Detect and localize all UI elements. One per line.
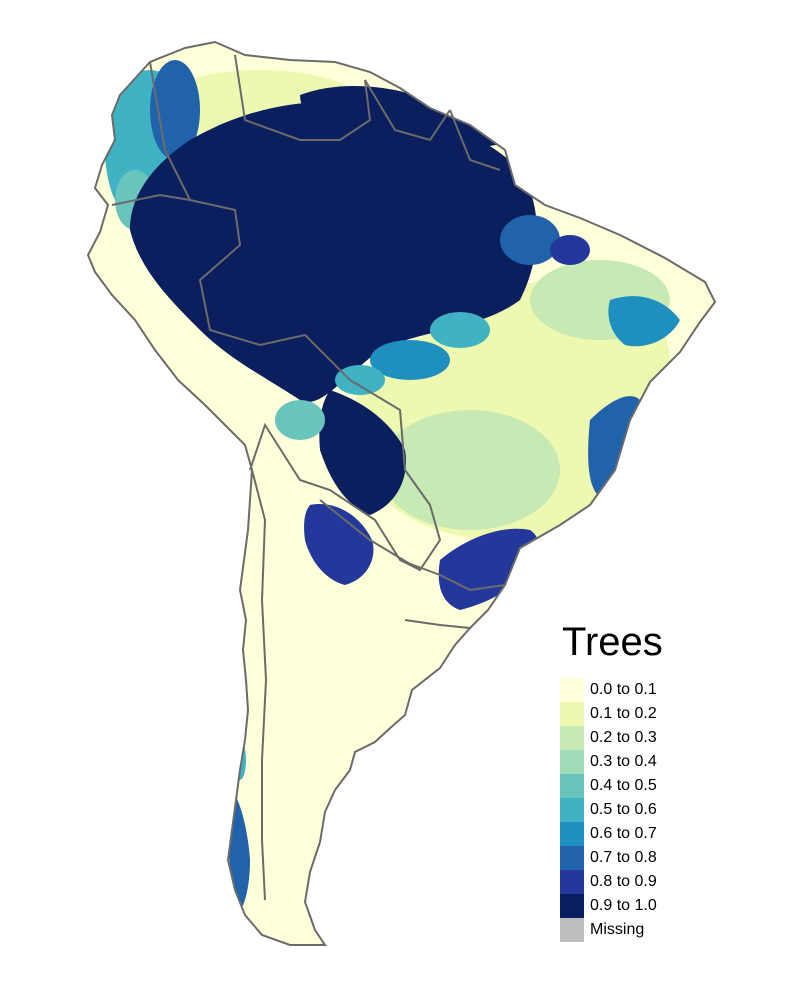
legend-row: 0.7 to 0.8: [560, 846, 760, 870]
cover-edge-4: [550, 235, 590, 265]
legend-label: 0.8 to 0.9: [590, 873, 657, 890]
border-paraguay-argentina: [319, 499, 421, 571]
legend-label: 0.5 to 0.6: [590, 801, 657, 818]
legend-title: Trees: [562, 620, 663, 664]
legend-swatch: [560, 726, 584, 750]
border-colombia: [149, 61, 261, 346]
legend-swatch: [560, 798, 584, 822]
legend-swatch: [560, 702, 584, 726]
legend-label: 0.1 to 0.2: [590, 705, 657, 722]
legend-rows: 0.0 to 0.1 0.1 to 0.2 0.2 to 0.3 0.3 to 0.4…: [560, 678, 760, 918]
legend-label: 0.0 to 0.1: [590, 681, 657, 698]
legend-row: 0.6 to 0.7: [560, 822, 760, 846]
cover-cerrado-patch: [380, 410, 560, 530]
border-suriname: [449, 109, 501, 171]
legend-swatch: [560, 750, 584, 774]
legend-row: 0.1 to 0.2: [560, 702, 760, 726]
border-venezuela: [234, 54, 372, 141]
legend: Trees 0.0 to 0.1 0.1 to 0.2 0.2 to 0.3 0.3 …: [560, 620, 760, 942]
cover-edge-1: [370, 340, 450, 380]
legend-label: 0.4 to 0.5: [590, 777, 657, 794]
legend-label: 0.2 to 0.3: [590, 729, 657, 746]
legend-swatch: [560, 894, 584, 918]
cover-edge-2: [335, 365, 385, 395]
legend-swatch-missing: [560, 918, 584, 942]
legend-label: 0.6 to 0.7: [590, 825, 657, 842]
border-guyana: [364, 79, 451, 142]
cover-edge-6: [275, 400, 325, 440]
country-borders: [87, 41, 716, 946]
legend-swatch: [560, 822, 584, 846]
border-paraguay-brazil: [399, 559, 506, 592]
legend-swatch: [560, 774, 584, 798]
legend-row-missing: Missing: [560, 918, 760, 942]
legend-row: 0.9 to 1.0: [560, 894, 760, 918]
legend-label: 0.3 to 0.4: [590, 753, 657, 770]
border-ecuador: [111, 193, 191, 206]
legend-swatch: [560, 846, 584, 870]
legend-label-missing: Missing: [590, 921, 645, 938]
cover-edge-3: [500, 215, 560, 265]
cover-edge-5: [430, 312, 490, 348]
legend-label: 0.7 to 0.8: [590, 849, 657, 866]
border-uruguay: [404, 619, 471, 629]
cover-bolivia-lowland: [319, 390, 406, 515]
cover-atlantic-forest: [438, 528, 540, 610]
cover-guiana-shield: [300, 85, 520, 150]
legend-row: 0.8 to 0.9: [560, 870, 760, 894]
legend-swatch: [560, 678, 584, 702]
border-chile-argentina: [251, 469, 268, 901]
cover-bahia-coast: [588, 396, 640, 500]
legend-row: 0.0 to 0.1: [560, 678, 760, 702]
legend-swatch: [560, 870, 584, 894]
legend-row: 0.2 to 0.3: [560, 726, 760, 750]
legend-row: 0.5 to 0.6: [560, 798, 760, 822]
cover-northeast-coast: [608, 296, 680, 347]
legend-label: 0.9 to 1.0: [590, 897, 657, 914]
legend-row: 0.4 to 0.5: [560, 774, 760, 798]
legend-row: 0.3 to 0.4: [560, 750, 760, 774]
border-peru-bolivia: [249, 333, 442, 572]
cover-paraguay: [304, 504, 374, 585]
